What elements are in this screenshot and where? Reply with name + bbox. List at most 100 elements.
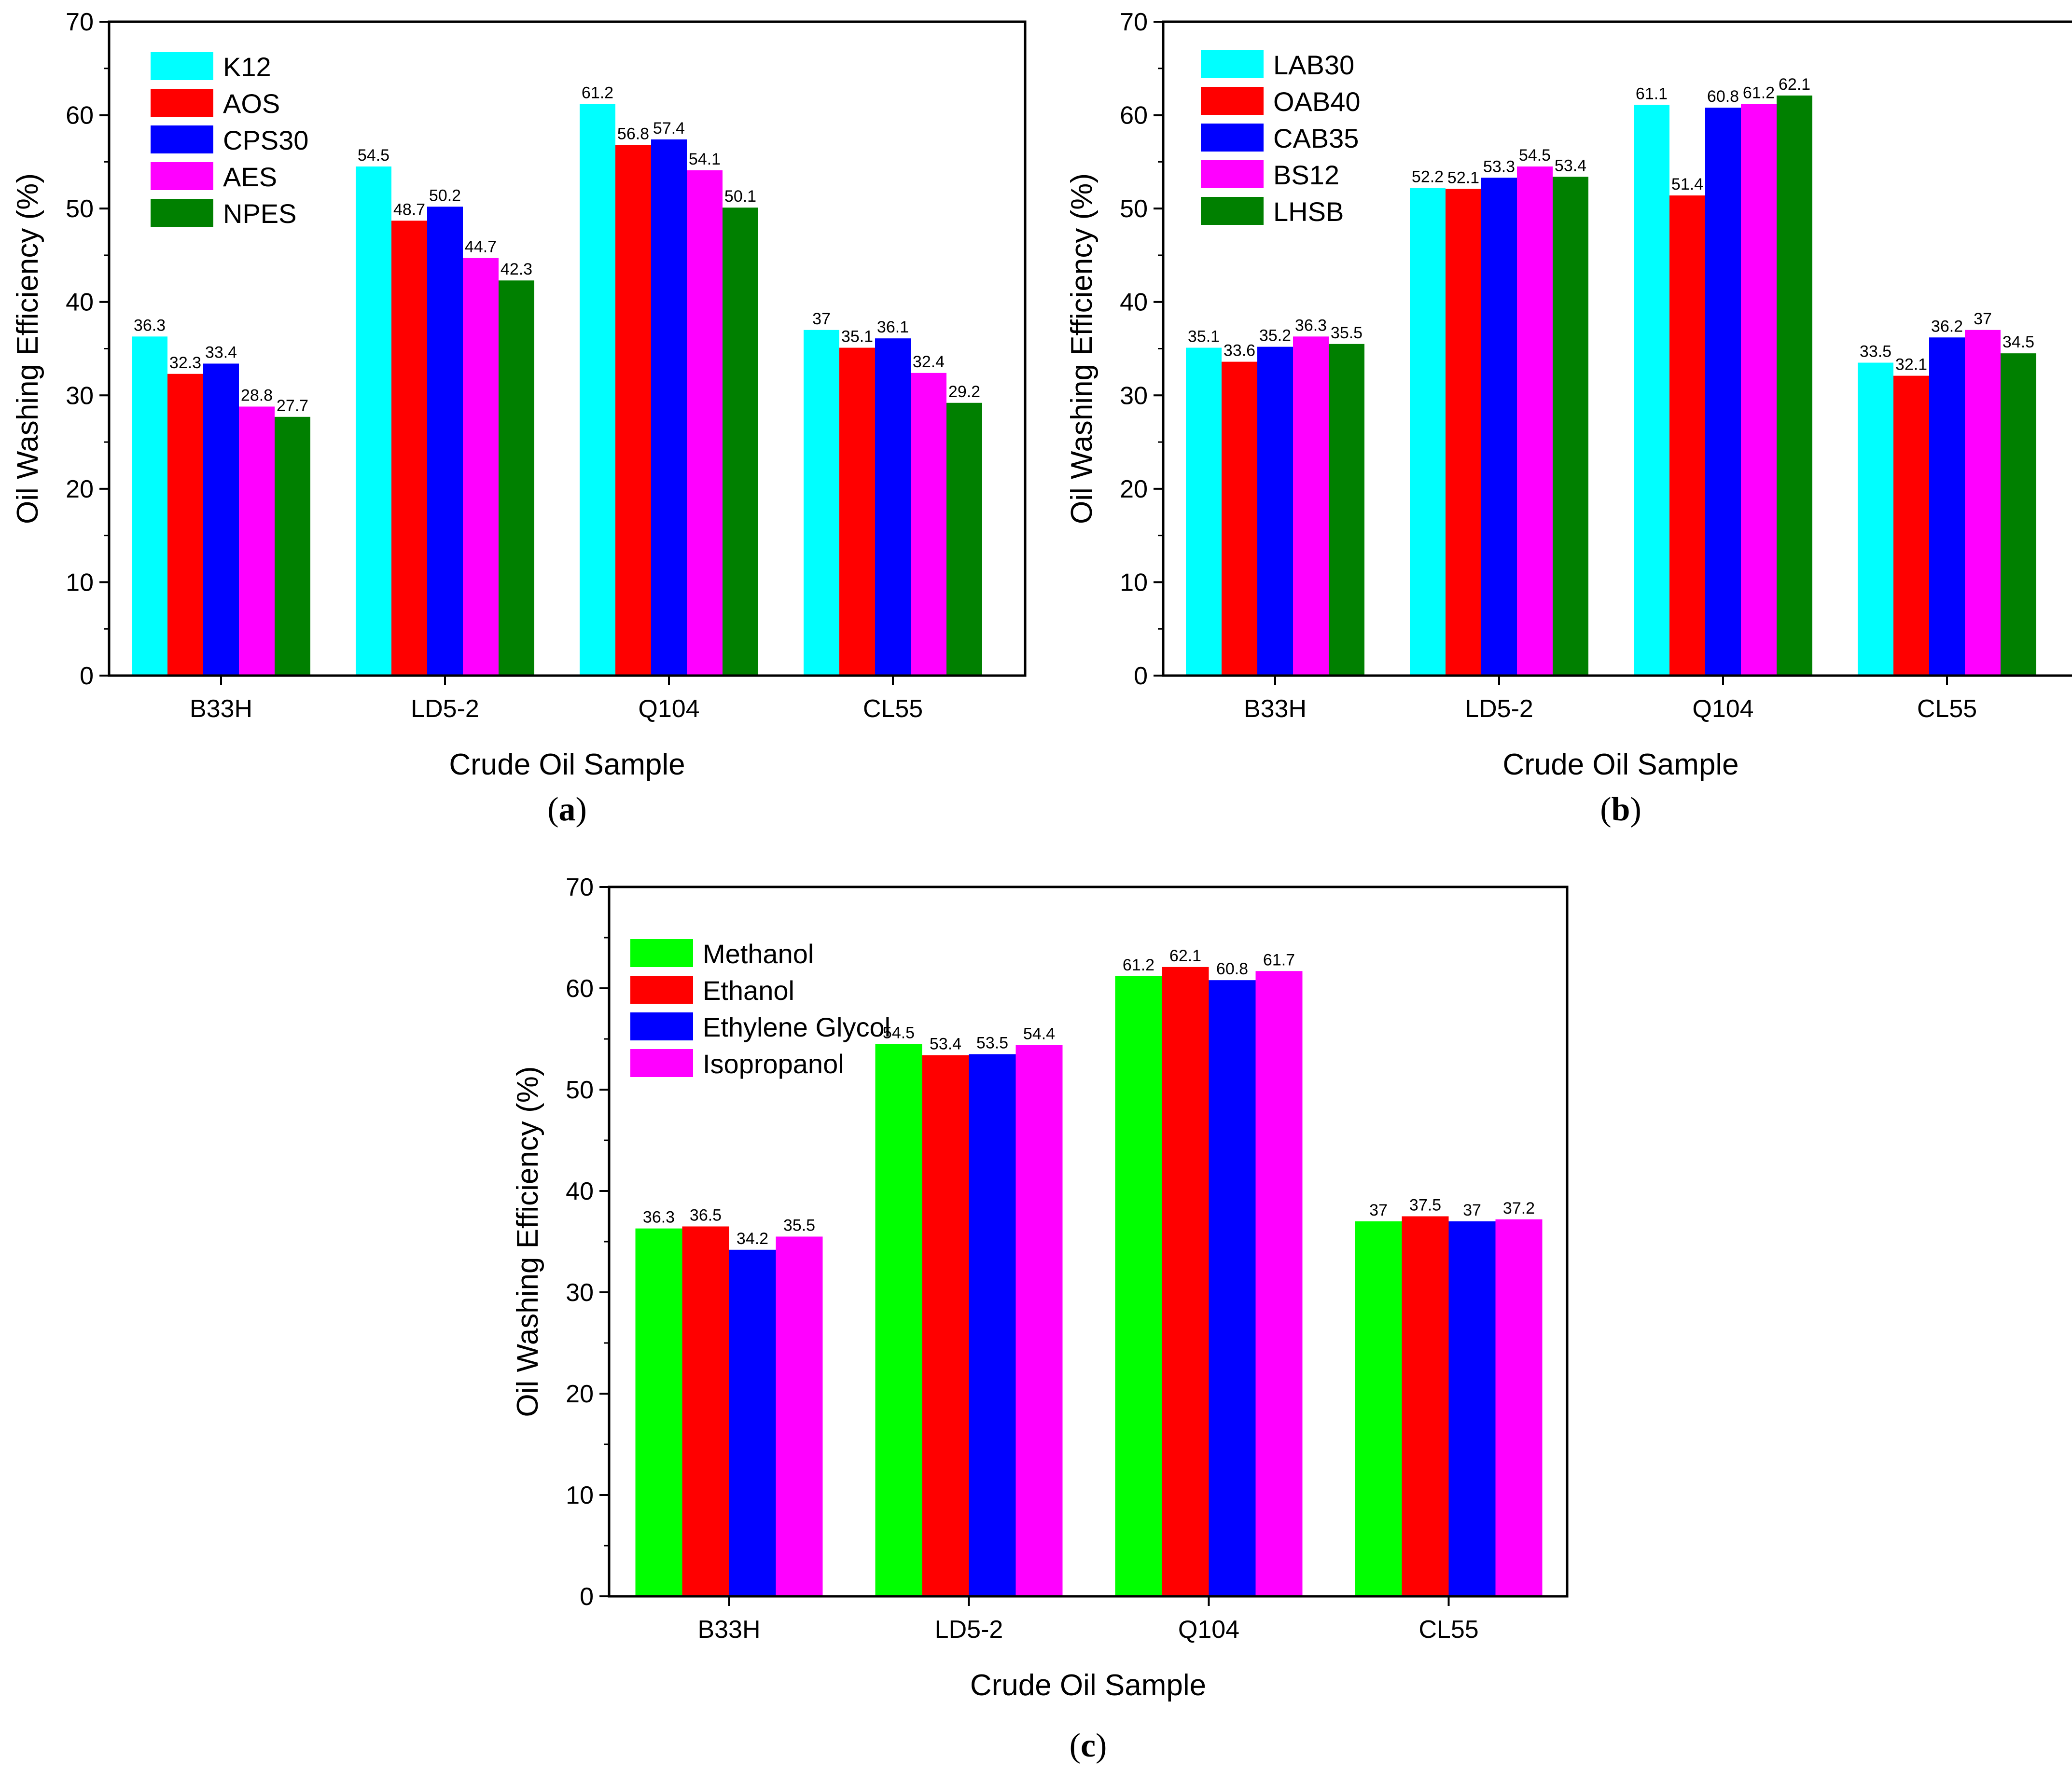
legend-label: AOS: [223, 88, 280, 119]
legend: K12 AOS CPS30 AES NPES: [151, 52, 308, 229]
bar-cps30-q104: [651, 139, 687, 676]
data-label: 37: [1974, 310, 1992, 328]
data-label: 35.1: [1188, 328, 1220, 346]
bar-aes-cl55: [911, 373, 946, 676]
panel-letter: b: [1612, 791, 1630, 828]
data-label: 62.1: [1169, 947, 1201, 965]
data-label: 52.2: [1412, 168, 1444, 186]
data-label: 36.5: [690, 1206, 722, 1225]
legend-swatch-lhsb: [1201, 197, 1264, 225]
data-label: 60.8: [1216, 960, 1248, 978]
chart-panel-a: 36.3 32.333.4 28.827.7 B33H 54.5 48.750.2 44.7…: [11, 8, 1027, 828]
legend-swatch-k12: [151, 52, 213, 80]
data-label: 36.3: [1295, 316, 1327, 334]
data-label: 60.8: [1707, 87, 1739, 106]
bar-aos-b33h: [167, 374, 203, 676]
y-axis-title: Oil Washing Efficiency (%): [511, 1066, 544, 1417]
x-tick-label: LD5-2: [935, 1616, 1003, 1644]
panel-letter: c: [1081, 1727, 1096, 1764]
plot-frame: [608, 886, 1569, 1598]
y-tick-label: 10: [66, 568, 94, 596]
data-label: 50.1: [724, 187, 756, 206]
y-tick-label: 60: [1120, 102, 1148, 130]
data-label: 37: [1369, 1201, 1388, 1219]
data-label: 53.3: [1483, 157, 1515, 176]
data-label: 51.4: [1671, 175, 1703, 194]
bar-k12-b33h: [132, 336, 167, 676]
data-label: 35.5: [1331, 324, 1363, 342]
data-label: 54.5: [358, 146, 389, 165]
data-label: 54.1: [689, 150, 721, 168]
bar-lab30-cl55: [1858, 362, 1893, 676]
bar-npes-ld5-2: [499, 280, 534, 676]
y-tick-label: 40: [1120, 289, 1148, 317]
y-axis-title: Oil Washing Efficiency (%): [11, 173, 44, 524]
y-tick-label: 70: [66, 8, 94, 36]
bar-aes-ld5-2: [463, 258, 499, 676]
data-label: 53.5: [976, 1034, 1008, 1052]
panel-label: (c): [1070, 1727, 1107, 1764]
bar-bs12-q104: [1741, 104, 1777, 676]
bar-lhsb-ld5-2: [1553, 177, 1588, 676]
legend-swatch-methanol: [630, 939, 693, 967]
legend-swatch-ethylene-glycol: [630, 1012, 693, 1040]
bar-lab30-q104: [1634, 105, 1669, 676]
bar-lhsb-cl55: [2001, 353, 2036, 676]
bar-ethylene-glycol-ld5-2: [969, 1054, 1016, 1596]
x-tick-label: CL55: [863, 695, 923, 723]
x-tick-label: LD5-2: [411, 695, 479, 723]
bar-isopropanol-cl55: [1495, 1219, 1543, 1596]
y-tick-label: 30: [566, 1279, 594, 1307]
bar-isopropanol-b33h: [776, 1236, 823, 1596]
bar-oab40-cl55: [1893, 375, 1929, 676]
data-label: 27.7: [277, 397, 308, 415]
x-tick-label: B33H: [190, 695, 252, 723]
y-axis-title: Oil Washing Efficiency (%): [1065, 173, 1099, 524]
bar-npes-b33h: [275, 416, 310, 676]
legend-label: Isopropanol: [703, 1049, 844, 1079]
y-tick-label: 20: [1120, 475, 1148, 503]
x-tick-label: CL55: [1917, 695, 1977, 723]
legend-swatch-aos: [151, 89, 213, 117]
bar-methanol-cl55: [1355, 1221, 1402, 1596]
x-axis-title: Crude Oil Sample: [1502, 748, 1738, 781]
plot-frame: [108, 20, 1027, 677]
bar-k12-ld5-2: [356, 166, 391, 676]
legend-swatch-cab35: [1201, 124, 1264, 152]
chart-panel-c: 36.3 36.5 34.2 35.5 B33H 54.5 53.4 53.5 54.4 LD5-…: [511, 873, 1569, 1764]
bar-ethylene-glycol-q104: [1209, 980, 1256, 1596]
x-axis-title: Crude Oil Sample: [449, 748, 685, 781]
data-label: 61.1: [1636, 84, 1668, 103]
data-label: 33.4: [205, 343, 237, 361]
x-tick-label: B33H: [697, 1616, 760, 1644]
y-tick-label: 50: [1120, 195, 1148, 223]
bar-ethylene-glycol-cl55: [1448, 1221, 1496, 1596]
data-label: 48.7: [393, 200, 425, 219]
y-tick-label: 10: [1120, 568, 1148, 596]
data-label: 33.5: [1860, 343, 1891, 361]
data-label: 61.2: [582, 83, 613, 102]
legend-label: K12: [223, 52, 271, 82]
data-label: 54.5: [1519, 146, 1551, 165]
data-label: 35.1: [841, 328, 873, 346]
legend-swatch-cps30: [151, 125, 213, 153]
y-tick-label: 50: [566, 1076, 594, 1104]
legend-label: Ethylene Glycol: [703, 1012, 890, 1042]
legend-label: CPS30: [223, 125, 308, 155]
bar-bs12-b33h: [1293, 336, 1329, 676]
data-label: 53.4: [1555, 156, 1586, 175]
panel-label: (b): [1600, 791, 1641, 828]
y-tick-label: 20: [66, 475, 94, 503]
data-label: 29.2: [948, 383, 980, 401]
bar-methanol-ld5-2: [875, 1044, 922, 1596]
y-tick-label: 70: [566, 873, 594, 901]
bar-lab30-b33h: [1186, 347, 1222, 676]
data-label: 32.1: [1895, 356, 1927, 374]
data-label: 36.1: [877, 318, 909, 336]
y-tick-label: 30: [1120, 382, 1148, 410]
data-label: 37.5: [1409, 1196, 1441, 1215]
bar-isopropanol-q104: [1255, 971, 1303, 1596]
panel-label: (a): [547, 791, 587, 828]
bar-bs12-cl55: [1965, 330, 2001, 676]
